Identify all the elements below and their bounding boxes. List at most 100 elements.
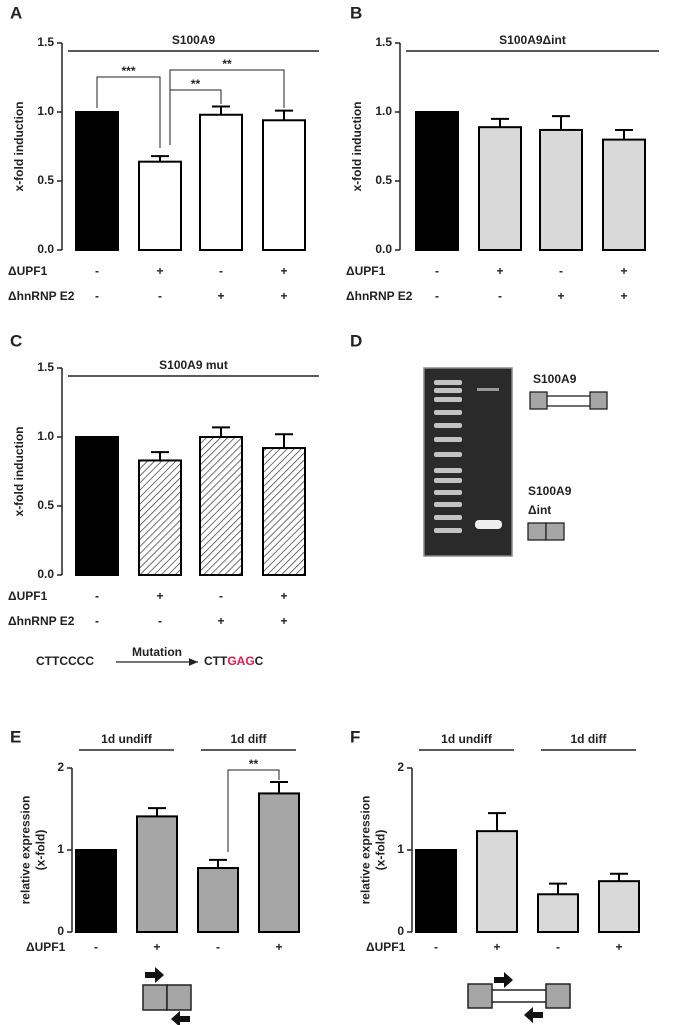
condition-mark: -: [94, 940, 98, 954]
y-axis-label: x-fold induction: [12, 102, 26, 192]
significance-label: **: [249, 757, 259, 771]
y-tick-label: 0.5: [37, 498, 54, 512]
arrow-label: Mutation: [132, 645, 182, 659]
panel-letter: F: [350, 727, 360, 746]
condition-mark: +: [620, 264, 627, 278]
bar: [539, 128, 583, 251]
condition-mark: -: [219, 264, 223, 278]
ladder-band: [434, 388, 462, 393]
chart-title: S100A9Δint: [499, 33, 566, 47]
y-axis-label: x-fold induction: [12, 427, 26, 517]
error-bar: [488, 812, 506, 832]
ladder-band: [434, 410, 462, 415]
panel: E 0 1 2 relative expression (x-fold) ΔUPF1 - + - +…: [10, 727, 300, 1025]
error-bar: [615, 128, 633, 140]
y-tick-label: 0.0: [37, 567, 54, 581]
exon: [166, 984, 192, 1011]
y-tick-label: 1.5: [375, 35, 392, 49]
panel: C 0.0 0.5 1.0 1.5 x-fold induction S100A9 mut Δ…: [8, 331, 319, 668]
y-tick-label: 0.5: [375, 173, 392, 187]
bar: [138, 160, 182, 251]
condition-mark: +: [280, 289, 287, 303]
exon: [545, 983, 571, 1009]
bar: [598, 880, 640, 933]
exon: [545, 522, 565, 541]
chart-title: S100A9 mut: [159, 358, 228, 372]
ladder-band: [434, 478, 462, 483]
condition-mark: -: [216, 940, 220, 954]
condition-label: ΔhnRNP E2: [8, 614, 75, 628]
error-bar: [212, 105, 230, 115]
y-axis-label: relative expression: [19, 796, 33, 905]
y-tick-label: 0: [57, 924, 64, 938]
error-bar: [209, 858, 227, 869]
condition-mark: +: [615, 940, 622, 954]
condition-mark: +: [156, 589, 163, 603]
condition-mark: -: [434, 940, 438, 954]
bar: [476, 830, 518, 934]
error-bar: [148, 807, 166, 817]
condition-mark: -: [95, 614, 99, 628]
condition-label: ΔhnRNP E2: [8, 289, 75, 303]
band-label: S100A9: [533, 372, 577, 386]
bar: [75, 849, 117, 933]
y-tick-label: 1: [397, 842, 404, 856]
condition-mark: +: [493, 940, 500, 954]
bar: [262, 447, 306, 577]
condition-mark: -: [219, 589, 223, 603]
significance-bracket: [96, 76, 161, 148]
primer: [494, 972, 513, 988]
panel-letter: A: [10, 3, 22, 22]
y-tick-label: 1.0: [37, 104, 54, 118]
y-axis-label: x-fold induction: [350, 102, 364, 192]
error-bar: [275, 109, 293, 121]
significance-label: **: [191, 77, 201, 91]
sequence: CTTGAGC: [204, 654, 264, 668]
condition-mark: +: [156, 264, 163, 278]
bar: [415, 111, 459, 251]
band-label: S100A9: [528, 484, 572, 498]
y-axis-label: (x-fold): [374, 830, 388, 871]
primer: [145, 967, 164, 983]
ladder-band: [434, 437, 462, 442]
condition-mark: +: [280, 589, 287, 603]
condition-mark: +: [217, 614, 224, 628]
ladder-band: [434, 397, 462, 402]
bar: [258, 792, 300, 933]
condition-mark: -: [158, 614, 162, 628]
condition-mark: +: [280, 264, 287, 278]
primer: [524, 1007, 543, 1023]
condition-label: ΔUPF1: [8, 589, 48, 603]
condition-mark: -: [95, 289, 99, 303]
bar: [199, 113, 243, 252]
y-axis-label: relative expression: [359, 796, 373, 905]
exon: [142, 984, 168, 1011]
exon: [467, 983, 493, 1009]
bar: [478, 126, 522, 251]
condition-mark: +: [275, 940, 282, 954]
condition-mark: +: [280, 614, 287, 628]
ladder-band: [434, 490, 462, 495]
condition-mark: +: [557, 289, 564, 303]
significance-bracket: [227, 769, 280, 852]
sequence-part: CTT: [204, 654, 228, 668]
bar: [136, 815, 178, 934]
panel: A 0.0 0.5 1.0 1.5 x-fold induction S100A9 ΔUPF1…: [8, 3, 319, 303]
condition-mark: +: [496, 264, 503, 278]
error-bar: [275, 433, 293, 449]
error-bar: [549, 882, 567, 895]
bar: [262, 119, 306, 251]
condition-label: ΔUPF1: [366, 940, 406, 954]
panel: B 0.0 0.5 1.0 1.5 x-fold induction S100A9Δint Δ…: [346, 3, 659, 303]
gel-panel: D S100A9 S100A9 Δint: [350, 331, 608, 557]
y-tick-label: 1: [57, 842, 64, 856]
bar: [75, 436, 119, 576]
ladder-band: [434, 502, 462, 507]
intron: [489, 989, 549, 1003]
panel-letter: B: [350, 3, 362, 22]
bar: [537, 893, 579, 934]
ladder-band: [434, 468, 462, 473]
panel-letter: E: [10, 727, 21, 746]
group-label: 1d diff: [231, 732, 268, 746]
group-label: 1d diff: [571, 732, 608, 746]
